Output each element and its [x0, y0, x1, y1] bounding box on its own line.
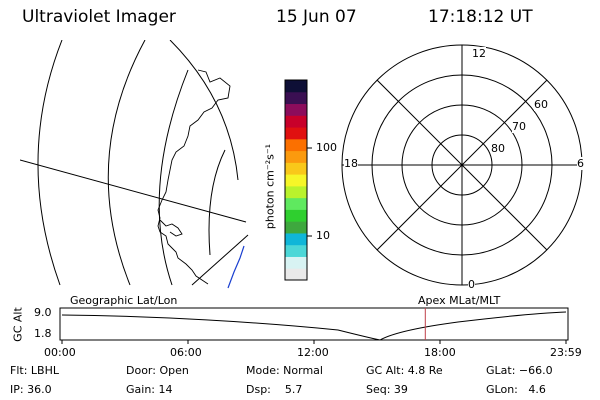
meridian-line [20, 159, 247, 223]
mlt-label-6: 6 [577, 157, 584, 170]
geographic-map [20, 40, 249, 289]
colorbar-swatch [285, 268, 307, 281]
colorbar-swatch [285, 138, 307, 152]
timeline-plot [59, 307, 569, 344]
timeline-x-tick-1200: 12:00 [297, 346, 329, 359]
info-gcalt: GC Alt: 4.8 Re [366, 364, 443, 377]
colorbar-swatch [285, 91, 307, 105]
colorbar-swatch [285, 232, 307, 246]
colorbar-swatch [285, 127, 307, 140]
mlat-label-70: 70 [512, 120, 526, 133]
timeline-right-title: Apex MLat/MLT [418, 294, 501, 307]
colorbar-swatch [285, 185, 307, 199]
colorbar-unit-label: photon cm⁻²s⁻¹ [263, 143, 277, 230]
mlat-label-60: 60 [534, 98, 548, 111]
mlt-label-12: 12 [472, 47, 486, 60]
mlt-label-18: 18 [344, 157, 358, 170]
latitude-arc [208, 149, 226, 256]
colorbar [284, 79, 312, 281]
colorbar-swatch [285, 80, 307, 93]
colorbar-swatch [285, 174, 307, 187]
colorbar-swatch [285, 221, 307, 234]
timeline-x-tick-0000: 00:00 [44, 346, 76, 359]
coastline [227, 245, 245, 289]
colorbar-tick-100: 100 [316, 141, 337, 154]
info-seq: Seq: 39 [366, 383, 408, 396]
colorbar-swatch [285, 256, 307, 269]
date-label: 15 Jun 07 [276, 7, 357, 27]
colorbar-swatch [285, 162, 307, 175]
latitude-arc [158, 69, 189, 286]
info-glon: GLon: 4.6 [486, 383, 546, 396]
latitude-arc [169, 40, 239, 181]
info-gain: Gain: 14 [126, 383, 173, 396]
info-mode: Mode: Normal [246, 364, 323, 377]
coastline [159, 219, 183, 237]
timeline-x-tick-2359: 23:59 [550, 346, 582, 359]
mlat-label-80: 80 [491, 142, 505, 155]
timeline-x-tick-1800: 18:00 [424, 346, 456, 359]
polar-plot [341, 44, 583, 286]
info-flt: Flt: LBHL [10, 364, 59, 377]
timeline-axis-label: GC Alt [11, 307, 25, 342]
latitude-arc [37, 40, 63, 286]
timeline-y-min: 1.8 [34, 327, 52, 340]
colorbar-swatch [285, 150, 307, 163]
instrument-title: Ultraviolet Imager [22, 7, 176, 27]
timeline-left-title: Geographic Lat/Lon [70, 294, 178, 307]
timeline-y-max: 9.0 [34, 306, 52, 319]
info-glat: GLat: −66.0 [486, 364, 553, 377]
colorbar-swatch [285, 197, 307, 210]
altitude-curve [61, 311, 567, 341]
info-door: Door: Open [126, 364, 189, 377]
colorbar-tick-10: 10 [316, 229, 330, 242]
polar-diagonal [376, 79, 548, 251]
colorbar-swatch [285, 244, 307, 257]
timeline-x-tick-0600: 06:00 [170, 346, 202, 359]
info-dsp: Dsp: 5.7 [246, 383, 303, 396]
latitude-arc [107, 40, 146, 286]
meridian-line [191, 234, 249, 286]
info-ip: IP: 36.0 [10, 383, 52, 396]
colorbar-swatch [285, 103, 307, 116]
time-label: 17:18:12 UT [428, 7, 533, 27]
coastline [157, 69, 231, 285]
colorbar-swatch [285, 209, 307, 222]
colorbar-swatch [285, 115, 307, 128]
mlt-label-0: 0 [468, 278, 475, 291]
